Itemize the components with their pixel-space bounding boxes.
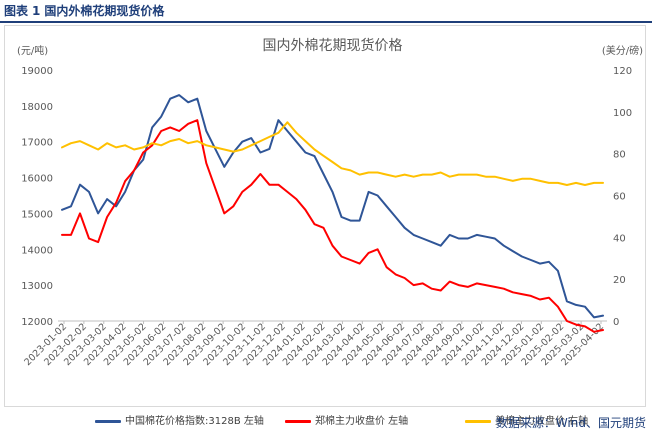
left-axis-unit: (元/吨) xyxy=(17,44,48,57)
right-axis-tick-label: 120 xyxy=(613,66,632,77)
figure-number: 1 xyxy=(32,4,41,18)
chart-legend: 中国棉花价格指数:3128B 左轴 郑棉主力收盘价 左轴 美棉主力收盘价 右轴 xyxy=(95,412,615,428)
legend-item-3: 美棉主力收盘价 右轴 xyxy=(465,412,588,427)
right-axis-tick-label: 0 xyxy=(613,317,619,328)
legend-item-2: 郑棉主力收盘价 左轴 xyxy=(285,412,408,427)
series-line-2 xyxy=(61,119,604,333)
legend-label: 美棉主力收盘价 右轴 xyxy=(495,416,589,427)
right-axis-tick-label: 20 xyxy=(613,275,626,286)
series-line-3 xyxy=(61,121,604,186)
legend-swatch xyxy=(95,419,121,423)
figure-caption: 图表 1 国内外棉花期现货价格 xyxy=(4,2,164,19)
legend-swatch xyxy=(285,419,311,423)
legend-label: 中国棉花价格指数:3128B 左轴 xyxy=(125,416,264,427)
chart-title: 国内外棉花期现货价格 xyxy=(263,37,403,54)
line-chart: 国内外棉花期现货价格 (元/吨) (美分/磅) 12000 13000 14000 1500… xyxy=(17,37,643,368)
legend-swatch xyxy=(465,419,491,423)
left-axis-tick-label: 19000 xyxy=(21,66,53,77)
left-axis-tick-label: 15000 xyxy=(21,209,53,220)
right-axis-unit: (美分/磅) xyxy=(602,44,643,57)
right-axis-tick-label: 100 xyxy=(613,108,632,119)
left-axis-tick-label: 13000 xyxy=(21,281,53,292)
series-line-1 xyxy=(61,94,604,319)
left-axis-tick-label: 17000 xyxy=(21,138,53,149)
right-axis-tick-label: 80 xyxy=(613,150,626,161)
chart-frame: 国内外棉花期现货价格 (元/吨) (美分/磅) 12000 13000 14000 1500… xyxy=(4,25,646,427)
left-axis-tick-label: 16000 xyxy=(21,174,53,185)
legend-label: 郑棉主力收盘价 左轴 xyxy=(315,416,409,427)
data-source: 数据来源：Wind、国元期货 xyxy=(495,416,646,430)
right-axis-tick-label: 60 xyxy=(613,192,626,203)
figure-caption-text: 国内外棉花期现货价格 xyxy=(44,4,165,18)
left-axis-tick-label: 18000 xyxy=(21,102,53,113)
legend-item-1: 中国棉花价格指数:3128B 左轴 xyxy=(95,412,264,427)
caption-rule xyxy=(0,21,652,23)
left-axis-tick-label: 14000 xyxy=(21,245,53,256)
figure-label: 图表 xyxy=(4,4,29,18)
left-axis-tick-label: 12000 xyxy=(21,317,53,328)
right-axis-tick-label: 40 xyxy=(613,233,626,244)
